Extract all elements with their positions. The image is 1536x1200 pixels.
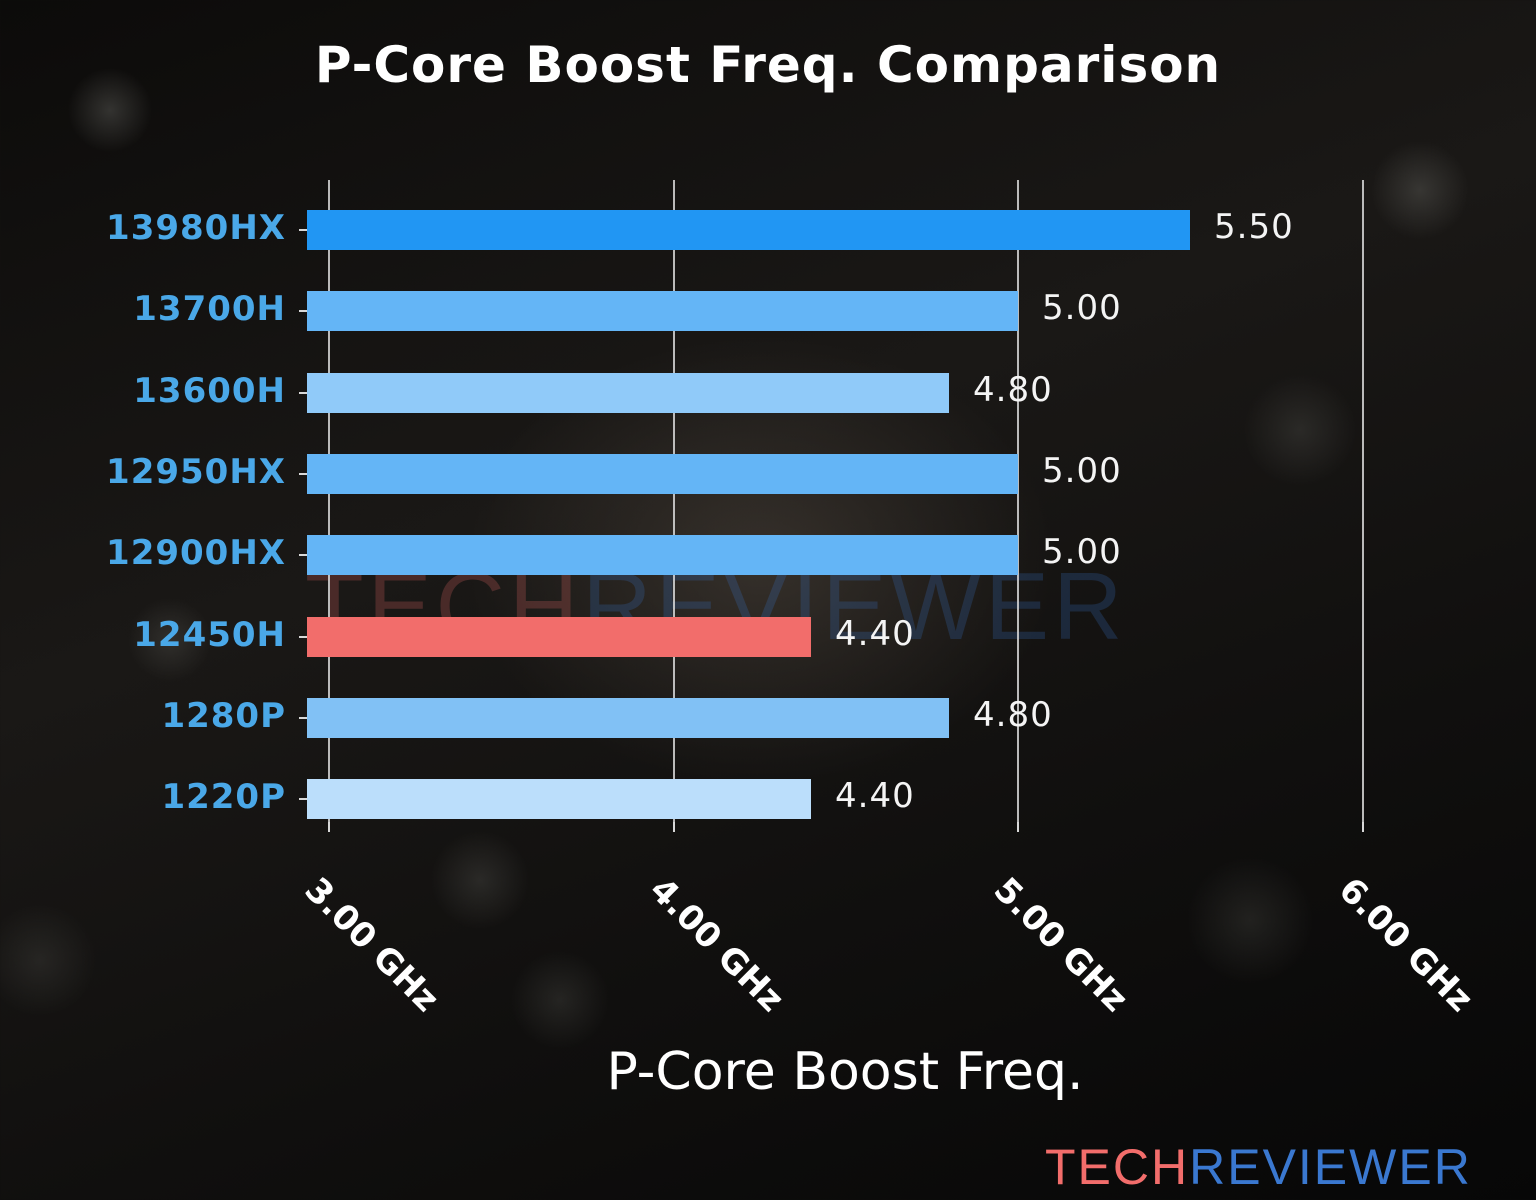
- brand-logo: TECHREVIEWER: [1045, 1138, 1472, 1196]
- x-axis-label: P-Core Boost Freq.: [606, 1042, 1084, 1102]
- value-label: 5.00: [1042, 451, 1122, 491]
- value-label: 4.40: [835, 776, 915, 816]
- bar-12450h: [307, 617, 811, 657]
- bar-12900hx: [307, 535, 1018, 575]
- y-tick: [299, 310, 307, 312]
- value-label: 5.00: [1042, 288, 1122, 328]
- bar-12950hx: [307, 454, 1018, 494]
- x-tick: [1362, 822, 1364, 832]
- logo-reviewer: REVIEWER: [1189, 1139, 1472, 1195]
- gridline: [1017, 180, 1019, 822]
- value-label: 5.00: [1042, 532, 1122, 572]
- bar-13980hx: [307, 210, 1190, 250]
- category-label: 12450H: [133, 615, 286, 655]
- gridline: [328, 180, 330, 822]
- category-label: 13980HX: [106, 208, 286, 248]
- category-label: 12950HX: [106, 452, 286, 492]
- x-tick: [1017, 822, 1019, 832]
- category-label: 13600H: [133, 371, 286, 411]
- x-tick-label: 6.00 GHz: [1330, 870, 1481, 1020]
- category-label: 12900HX: [106, 533, 286, 573]
- bar-13700h: [307, 291, 1018, 331]
- y-tick: [299, 473, 307, 475]
- gridline: [673, 180, 675, 822]
- category-label: 1220P: [161, 777, 286, 817]
- y-tick: [299, 798, 307, 800]
- y-tick: [299, 392, 307, 394]
- bar-1220p: [307, 779, 811, 819]
- gridline: [1362, 180, 1364, 822]
- y-tick: [299, 717, 307, 719]
- x-tick-label: 5.00 GHz: [985, 870, 1136, 1020]
- value-label: 4.40: [835, 614, 915, 654]
- y-tick: [299, 636, 307, 638]
- logo-tech: TECH: [1045, 1139, 1190, 1195]
- x-tick-label: 4.00 GHz: [641, 870, 792, 1020]
- chart-title: P-Core Boost Freq. Comparison: [314, 36, 1222, 94]
- bar-1280p: [307, 698, 949, 738]
- value-label: 4.80: [973, 370, 1053, 410]
- value-label: 4.80: [973, 695, 1053, 735]
- y-tick: [299, 229, 307, 231]
- x-tick: [328, 822, 330, 832]
- y-tick: [299, 554, 307, 556]
- category-label: 13700H: [133, 289, 286, 329]
- value-label: 5.50: [1214, 207, 1294, 247]
- bar-13600h: [307, 373, 949, 413]
- x-tick-label: 3.00 GHz: [296, 870, 447, 1020]
- x-tick: [673, 822, 675, 832]
- category-label: 1280P: [161, 696, 286, 736]
